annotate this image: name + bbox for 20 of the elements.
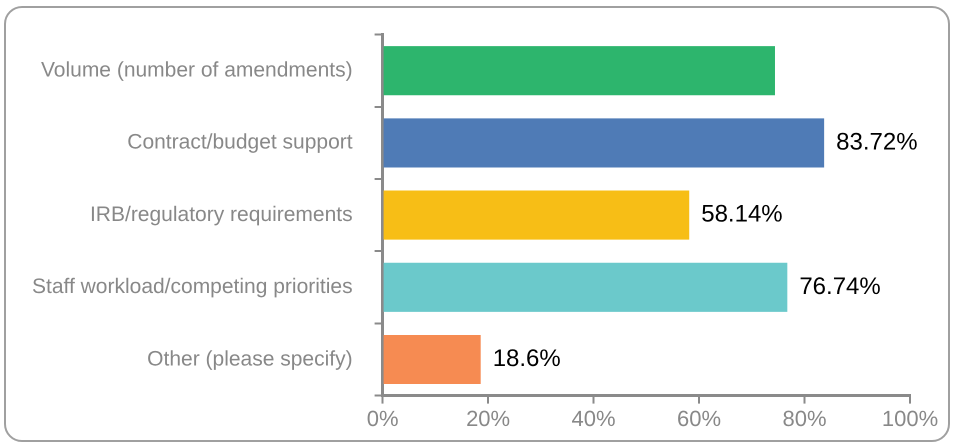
x-tick-label: 40% <box>572 406 616 431</box>
bar <box>384 334 481 384</box>
y-tick-label: Staff workload/competing priorities <box>32 275 353 298</box>
x-tick-label: 20% <box>466 406 510 431</box>
data-label: 18.6% <box>492 345 561 372</box>
x-tick-label: 80% <box>782 406 827 431</box>
y-tick-label: IRB/regulatory requirements <box>90 202 353 226</box>
data-label: 83.72% <box>836 128 918 156</box>
x-tick-label: 100% <box>882 406 938 431</box>
y-tick-label: Other (please specify) <box>147 347 353 370</box>
x-tick-label: 60% <box>677 406 722 431</box>
bar <box>384 262 788 312</box>
data-label: 76.74% <box>799 272 881 300</box>
bar <box>384 46 775 96</box>
x-tick-label: 0% <box>366 406 398 431</box>
y-tick-label: Volume (number of amendments) <box>40 58 353 82</box>
bar <box>384 118 824 168</box>
data-label: 58.14% <box>701 200 783 228</box>
y-tick-label: Contract/budget support <box>127 130 353 154</box>
bar <box>384 190 690 240</box>
